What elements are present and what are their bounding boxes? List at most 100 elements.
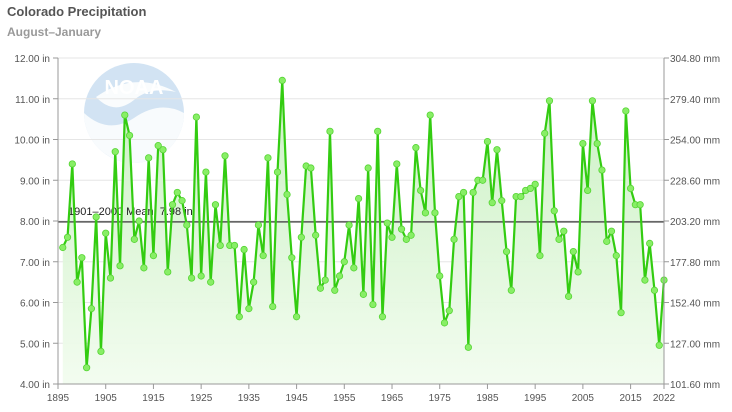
noaa-logo-text: NOAA	[105, 77, 164, 99]
data-point	[116, 262, 124, 270]
data-point	[531, 180, 539, 188]
y-tick-label-left: 4.00 in	[20, 380, 50, 391]
data-point	[464, 343, 472, 351]
data-point	[307, 164, 315, 172]
data-point	[159, 146, 167, 154]
y-tick-label-right: 254.00 mm	[670, 136, 720, 147]
y-tick-label-right: 228.60 mm	[670, 176, 720, 187]
data-point	[493, 146, 501, 154]
data-point	[240, 245, 248, 254]
data-point	[550, 207, 558, 215]
y-tick-label-right: 304.80 mm	[670, 54, 720, 65]
data-point	[340, 258, 348, 266]
x-tick-label: 1985	[476, 393, 499, 404]
precipitation-area	[62, 80, 664, 384]
data-point	[393, 160, 401, 168]
y-tick-label-right: 101.60 mm	[670, 380, 720, 391]
data-point	[374, 127, 382, 135]
data-point	[192, 113, 200, 121]
data-point	[92, 213, 100, 221]
data-point	[469, 188, 477, 197]
data-point	[335, 272, 344, 280]
noaa-logo: NOAA	[84, 63, 184, 163]
data-point	[63, 233, 72, 241]
data-point	[498, 197, 506, 205]
data-point	[450, 235, 458, 243]
x-tick-label: 2022	[653, 393, 676, 404]
data-point	[183, 221, 191, 229]
x-tick-label: 1935	[238, 393, 261, 404]
chart-subtitle: August–January	[7, 25, 102, 39]
data-point	[588, 97, 597, 105]
x-tick-label: 1965	[381, 393, 404, 404]
data-point	[359, 290, 367, 298]
data-point	[584, 186, 592, 195]
data-point	[145, 154, 153, 162]
data-point	[149, 252, 158, 260]
data-point	[245, 305, 253, 313]
data-point	[106, 274, 115, 282]
data-point	[421, 209, 430, 217]
data-point	[646, 239, 654, 248]
x-tick-label: 1995	[524, 393, 547, 404]
chart-title: Colorado Precipitation	[7, 4, 147, 19]
data-point	[173, 188, 181, 197]
data-point	[517, 192, 525, 201]
data-point	[269, 302, 277, 311]
data-point	[626, 184, 635, 192]
data-point	[207, 278, 215, 286]
data-point	[288, 254, 296, 262]
data-point	[140, 264, 148, 272]
data-point	[283, 190, 291, 199]
data-point	[483, 137, 492, 146]
x-tick-label: 1895	[47, 393, 70, 404]
data-point	[526, 184, 534, 192]
data-point	[168, 201, 177, 209]
data-point	[622, 107, 630, 115]
data-point	[536, 252, 544, 260]
x-tick-label: 1955	[333, 393, 356, 404]
data-point	[440, 319, 449, 327]
data-point	[312, 231, 320, 239]
data-point	[87, 305, 96, 313]
data-point	[593, 139, 601, 148]
data-point	[541, 129, 549, 137]
data-point	[164, 268, 172, 276]
data-point	[650, 286, 659, 294]
data-point	[436, 272, 444, 280]
data-point	[412, 144, 420, 152]
data-point	[555, 235, 563, 243]
data-point	[211, 201, 220, 209]
data-point	[545, 97, 554, 105]
y-tick-label-left: 10.00 in	[14, 136, 50, 147]
x-tick-label: 1945	[285, 393, 308, 404]
data-point	[369, 300, 377, 309]
data-point	[431, 209, 439, 217]
data-point	[655, 341, 663, 349]
data-point	[125, 131, 134, 140]
y-tick-label-right: 152.40 mm	[670, 299, 720, 310]
data-point	[488, 199, 496, 207]
y-tick-label-right: 203.20 mm	[670, 217, 720, 228]
mean-label: 1901–2000 Mean: 7.98 in	[68, 206, 193, 218]
data-point	[235, 313, 243, 321]
data-point	[259, 252, 267, 260]
x-tick-label: 1915	[142, 393, 165, 404]
y-tick-label-left: 7.00 in	[20, 258, 50, 269]
x-tick-label: 2005	[572, 393, 595, 404]
data-point	[426, 111, 434, 119]
y-tick-label-left: 12.00 in	[14, 54, 50, 65]
data-point	[579, 139, 587, 148]
data-point	[216, 241, 224, 250]
data-point	[250, 278, 258, 286]
y-tick-label-right: 127.00 mm	[670, 339, 720, 350]
data-point	[355, 194, 363, 203]
data-point	[445, 307, 453, 315]
data-point	[102, 229, 110, 237]
data-point	[617, 309, 625, 317]
x-tick-label: 1925	[190, 393, 213, 404]
data-point	[121, 111, 129, 119]
data-point	[560, 227, 568, 235]
data-point	[59, 243, 67, 252]
